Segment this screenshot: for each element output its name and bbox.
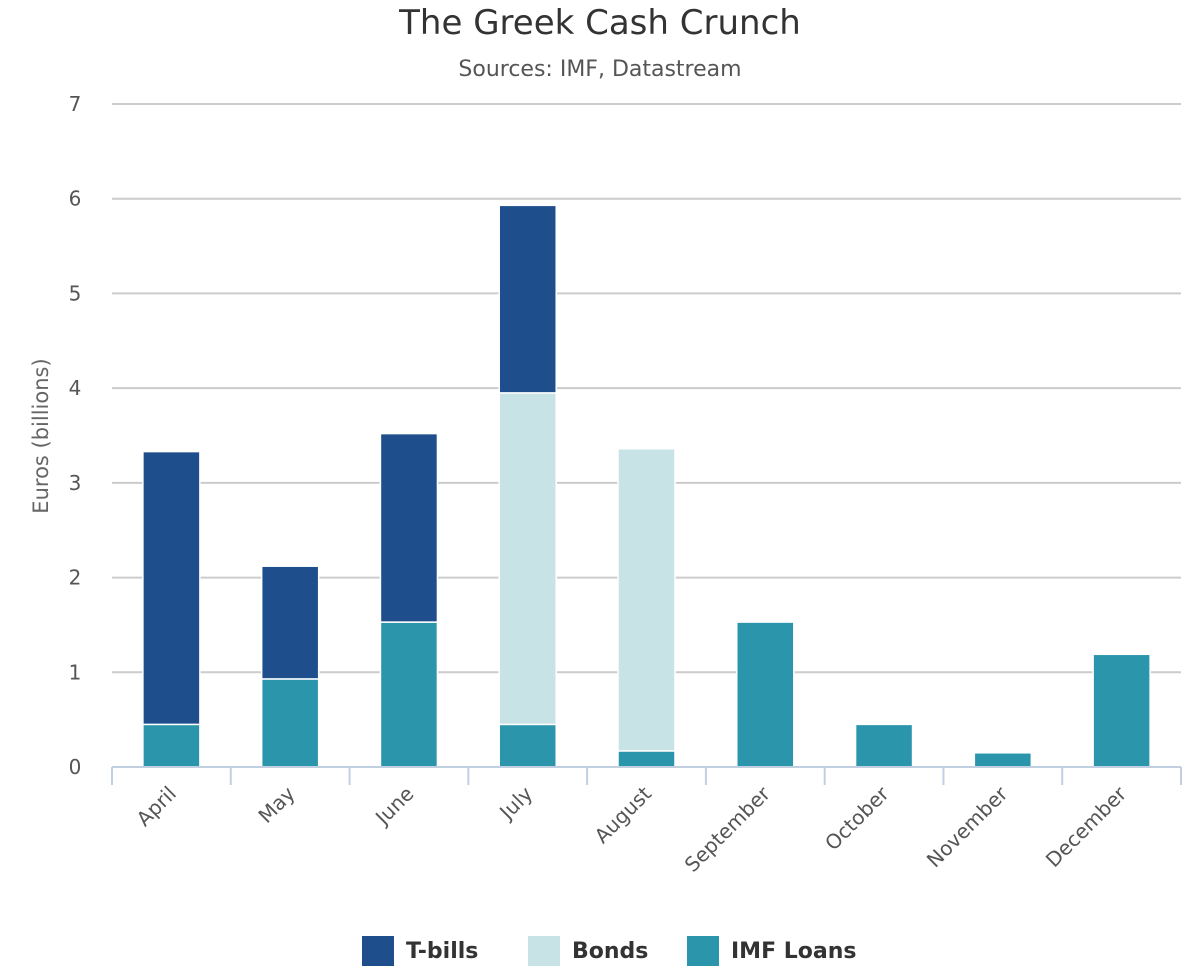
y-tick-label: 2 bbox=[69, 566, 82, 590]
bar-segment[interactable] bbox=[617, 750, 676, 768]
bar-segment[interactable] bbox=[736, 621, 795, 768]
bar-segment[interactable] bbox=[379, 621, 439, 768]
y-tick-label: 4 bbox=[69, 376, 82, 400]
y-tick-label: 7 bbox=[69, 92, 82, 116]
x-tick-label: July bbox=[493, 781, 537, 825]
legend-swatch bbox=[362, 936, 394, 966]
x-tick-label: November bbox=[922, 781, 1013, 872]
legend-label: Bonds bbox=[572, 939, 648, 964]
bar-segment[interactable] bbox=[617, 448, 676, 752]
bar-segment[interactable] bbox=[142, 723, 201, 768]
chart-subtitle: Sources: IMF, Datastream bbox=[458, 57, 741, 82]
legend-label: IMF Loans bbox=[731, 939, 857, 964]
x-tick-label: September bbox=[680, 781, 776, 877]
legend-swatch bbox=[528, 936, 560, 966]
x-tick-label: May bbox=[253, 781, 299, 827]
bar-segment[interactable] bbox=[498, 392, 557, 726]
bar-segment[interactable] bbox=[260, 565, 320, 680]
chart-title: The Greek Cash Crunch bbox=[398, 3, 801, 43]
bar-segment[interactable] bbox=[1092, 653, 1151, 768]
legend-swatch bbox=[687, 936, 719, 966]
legend[interactable]: T-bills Bonds IMF Loans bbox=[362, 936, 857, 966]
legend-label: T-bills bbox=[406, 939, 478, 964]
bar-segment[interactable] bbox=[379, 432, 439, 623]
bar-segment[interactable] bbox=[260, 678, 320, 768]
y-tick-label: 1 bbox=[69, 660, 82, 684]
legend-item[interactable]: T-bills bbox=[362, 936, 478, 966]
bar-segment[interactable] bbox=[498, 723, 557, 768]
legend-item[interactable]: Bonds bbox=[528, 936, 648, 966]
x-tick-label: August bbox=[590, 781, 657, 848]
bar-segment[interactable] bbox=[498, 204, 557, 394]
y-axis-label: Euros (billions) bbox=[29, 358, 53, 513]
y-tick-label: 3 bbox=[69, 471, 82, 495]
bar-segment[interactable] bbox=[973, 752, 1033, 768]
x-tick-label: December bbox=[1041, 781, 1132, 872]
y-tick-label: 6 bbox=[69, 187, 82, 211]
x-tick-label: April bbox=[132, 782, 181, 831]
bar-segment[interactable] bbox=[854, 723, 914, 768]
y-tick-label: 0 bbox=[69, 755, 82, 779]
x-tick-label: June bbox=[369, 782, 418, 831]
y-tick-label: 5 bbox=[69, 281, 82, 305]
x-axis bbox=[111, 766, 1182, 785]
x-tick-label: October bbox=[820, 781, 894, 855]
y-axis-ticks: 0 1 2 3 4 5 6 7 bbox=[69, 92, 82, 779]
x-axis-ticks: April May June July August September October No… bbox=[132, 781, 1132, 877]
bar-segment[interactable] bbox=[142, 450, 201, 726]
bars bbox=[142, 204, 1151, 768]
legend-item[interactable]: IMF Loans bbox=[687, 936, 857, 966]
